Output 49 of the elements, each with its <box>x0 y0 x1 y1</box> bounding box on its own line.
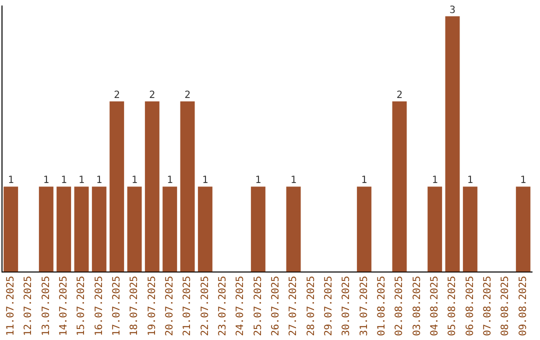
x-tick-label: 13.07.2025 <box>40 276 52 336</box>
data-label: 1 <box>60 175 67 186</box>
x-tick-label: 22.07.2025 <box>200 276 211 336</box>
x-tick-label: 16.07.2025 <box>94 276 105 336</box>
data-label: 1 <box>520 175 526 186</box>
x-tick-label: 15.07.2025 <box>76 276 88 336</box>
data-label: 1 <box>290 175 297 186</box>
data-label: 1 <box>255 175 262 186</box>
x-tick-label: 14.07.2025 <box>58 276 70 336</box>
x-tick-label: 09.08.2025 <box>518 276 529 336</box>
x-tick-label: 04.08.2025 <box>429 276 440 336</box>
data-label: 1 <box>432 175 438 186</box>
x-tick-label: 24.07.2025 <box>235 276 246 336</box>
data-label: 3 <box>449 4 456 16</box>
data-label: 1 <box>8 175 14 186</box>
x-tick-label: 17.07.2025 <box>111 276 122 336</box>
x-tick-label: 02.08.2025 <box>394 276 406 336</box>
data-label: 1 <box>202 175 208 186</box>
data-label: 1 <box>166 175 173 186</box>
x-tick-label: 18.07.2025 <box>129 276 140 336</box>
x-tick-label: 06.08.2025 <box>464 276 476 336</box>
x-tick-label: 05.08.2025 <box>447 276 458 336</box>
x-tick-label: 08.08.2025 <box>500 276 512 336</box>
x-tick-label: 27.07.2025 <box>288 276 300 336</box>
data-label: 2 <box>396 90 403 102</box>
x-tick-label: 12.07.2025 <box>23 276 34 336</box>
data-label: 2 <box>114 90 120 102</box>
data-label: 1 <box>361 175 368 186</box>
x-tick-label: 03.08.2025 <box>412 276 423 336</box>
x-tick-label: 23.07.2025 <box>217 276 228 336</box>
data-label: 1 <box>78 175 85 186</box>
x-tick-label: 07.08.2025 <box>482 276 494 336</box>
x-tick-label: 01.08.2025 <box>376 276 388 336</box>
data-label: 1 <box>467 175 474 186</box>
data-label: 2 <box>184 90 191 102</box>
x-tick-label: 19.07.2025 <box>146 276 158 336</box>
data-label: 2 <box>149 90 156 102</box>
data-label: 1 <box>131 175 138 186</box>
x-tick-label: 25.07.2025 <box>252 276 264 336</box>
x-tick-label: 11.07.2025 <box>5 276 16 336</box>
x-tick-label: 30.07.2025 <box>341 276 352 336</box>
x-tick-label: 28.07.2025 <box>306 276 317 336</box>
data-label: 1 <box>96 175 102 186</box>
x-tick-label: 26.07.2025 <box>270 276 282 336</box>
x-tick-label: 31.07.2025 <box>358 276 370 336</box>
x-tick-label: 29.07.2025 <box>323 276 334 336</box>
x-tick-label: 21.07.2025 <box>182 276 194 336</box>
data-label: 1 <box>43 175 50 186</box>
x-tick-label: 20.07.2025 <box>164 276 176 336</box>
